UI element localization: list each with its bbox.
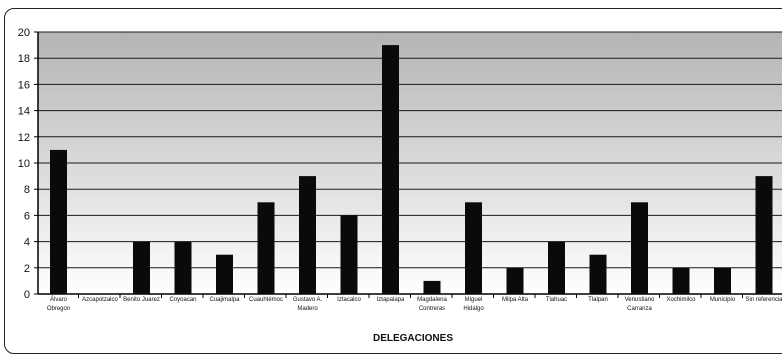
bar <box>589 254 607 294</box>
bar <box>216 254 233 294</box>
category-label: Gustavo A. <box>293 297 323 303</box>
category-label: Madero <box>297 306 318 312</box>
y-tick-label: 14 <box>18 106 30 118</box>
bar <box>257 202 275 294</box>
bar <box>506 267 524 294</box>
bar <box>714 267 731 294</box>
bar <box>299 176 316 294</box>
y-tick-label: 12 <box>18 132 30 144</box>
category-label: Hidalgo <box>463 306 484 312</box>
category-label: Sin referencia <box>745 297 782 303</box>
bar <box>382 45 399 294</box>
bar <box>50 149 67 294</box>
y-tick-label: 2 <box>24 263 30 275</box>
x-axis-title: DELEGACIONES <box>373 333 453 344</box>
bar <box>672 267 690 294</box>
category-label: Álvaro <box>50 296 68 303</box>
category-label: Cuauhtémoc <box>249 297 283 303</box>
bar <box>133 241 150 294</box>
category-label: Venustiano <box>625 297 655 303</box>
category-label: Xochimilco <box>666 297 696 303</box>
bar <box>340 215 358 294</box>
bar <box>548 241 565 294</box>
category-label: Tlahuac <box>546 297 567 303</box>
category-label: Benito Juarez <box>123 297 160 303</box>
category-label: Contreras <box>419 306 445 312</box>
y-tick-label: 0 <box>24 289 30 301</box>
category-label: Carranza <box>627 306 652 312</box>
category-label: Municipio <box>710 297 736 303</box>
category-label: Iztapalapa <box>377 297 405 303</box>
bar <box>755 176 773 294</box>
y-tick-label: 20 <box>18 27 30 39</box>
y-tick-label: 4 <box>24 237 30 249</box>
y-tick-label: 16 <box>18 79 30 91</box>
y-tick-label: 6 <box>24 210 30 222</box>
category-label: Iztacalco <box>337 297 361 303</box>
category-label: Milpa Alta <box>502 297 529 303</box>
bar <box>174 241 192 294</box>
bar <box>631 202 648 294</box>
category-label: Obregon <box>47 306 70 312</box>
category-label: Magdalena <box>417 297 447 303</box>
bar <box>423 280 441 294</box>
category-label: Miguel <box>465 297 483 303</box>
y-tick-label: 10 <box>18 158 30 170</box>
category-label: Azcapotzalco <box>82 297 118 303</box>
category-label: Tlalpan <box>588 297 608 303</box>
y-tick-label: 18 <box>18 53 30 65</box>
y-tick-label: 8 <box>24 184 30 196</box>
category-label: Cuajimalpa <box>209 297 240 303</box>
bar <box>465 202 482 294</box>
category-label: Coyoacan <box>169 297 196 303</box>
